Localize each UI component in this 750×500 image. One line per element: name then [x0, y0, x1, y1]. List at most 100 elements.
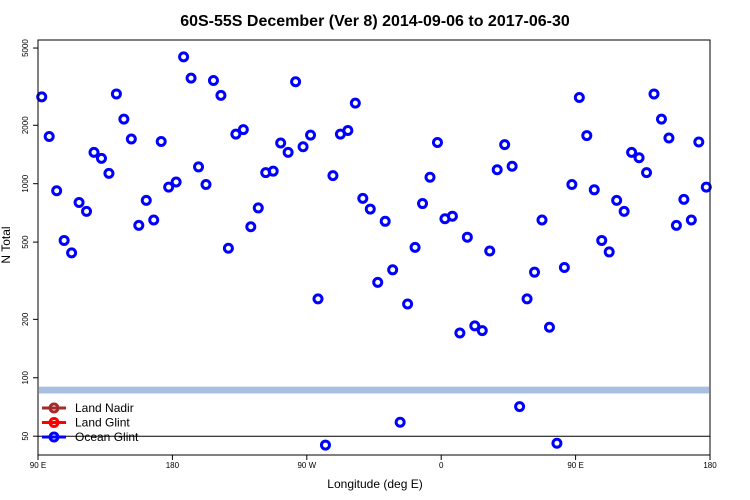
data-point — [469, 320, 481, 332]
data-point — [402, 298, 414, 310]
data-point — [140, 194, 152, 206]
data-point — [558, 261, 570, 273]
band-layer — [39, 386, 709, 394]
data-point — [88, 146, 100, 158]
x-tick-label: 0 — [439, 461, 444, 470]
data-point — [461, 231, 473, 243]
data-point — [364, 203, 376, 215]
data-point — [185, 72, 197, 84]
data-point — [51, 185, 63, 197]
data-point — [655, 113, 667, 125]
legend-marker — [48, 417, 60, 428]
data-point — [357, 192, 369, 204]
data-point — [193, 161, 205, 173]
plot-frame — [37, 39, 711, 456]
data-point — [327, 170, 339, 182]
data-point — [245, 221, 257, 233]
y-tick-label: 1000 — [21, 174, 30, 192]
data-point — [521, 293, 533, 305]
data-point — [215, 89, 227, 101]
legend-marker — [48, 402, 60, 414]
data-point — [476, 325, 488, 337]
data-point — [633, 152, 645, 164]
data-point — [133, 219, 145, 231]
data-point — [118, 113, 130, 125]
data-point — [618, 205, 630, 217]
legend-label: Ocean Glint — [75, 430, 139, 444]
data-point — [349, 97, 361, 109]
x-axis-label: Longitude (deg E) — [327, 477, 422, 491]
data-point — [514, 401, 526, 413]
data-point — [200, 179, 212, 191]
x-tick-label: 90 W — [297, 461, 316, 470]
data-point — [424, 171, 436, 183]
chart-title: 60S-55S December (Ver 8) 2014-09-06 to 2… — [180, 13, 570, 30]
data-point — [551, 437, 563, 449]
data-point — [700, 181, 712, 193]
data-point — [125, 133, 137, 145]
shaded-band — [39, 386, 709, 394]
data-point — [484, 245, 496, 257]
data-point — [491, 164, 503, 176]
data-point — [581, 130, 593, 142]
y-ticks: 50 100 200 500 1000 2000 5000 — [21, 39, 38, 441]
legend-marker — [48, 431, 60, 443]
data-point — [222, 242, 234, 254]
y-tick-label: 500 — [21, 235, 30, 249]
data-point — [207, 75, 219, 87]
data-point — [573, 92, 585, 104]
x-tick-label: 90 E — [567, 461, 583, 470]
data-point — [237, 124, 249, 136]
data-point — [319, 439, 331, 451]
data-point — [267, 165, 279, 177]
data-point — [342, 124, 354, 136]
x-tick-label: 90 E — [30, 461, 46, 470]
data-point — [506, 160, 518, 172]
data-point — [596, 234, 608, 246]
y-axis-label: N Total — [0, 226, 13, 263]
data-point — [431, 137, 443, 149]
data-point — [566, 179, 578, 191]
data-point — [641, 167, 653, 179]
data-point — [43, 131, 55, 143]
data-point — [409, 241, 421, 253]
data-point — [73, 196, 85, 208]
data-point — [454, 327, 466, 339]
data-point — [155, 135, 167, 147]
data-point — [626, 146, 638, 158]
data-point — [417, 198, 429, 210]
data-point — [372, 276, 384, 288]
data-point — [603, 246, 615, 258]
data-point — [297, 141, 309, 153]
data-point — [536, 214, 548, 226]
data-points — [36, 51, 712, 451]
y-tick-label: 50 — [21, 431, 30, 440]
data-point — [305, 129, 317, 141]
x-tick-label: 180 — [703, 461, 717, 470]
y-tick-label: 5000 — [21, 39, 30, 57]
data-point — [178, 51, 190, 63]
data-point — [36, 91, 48, 103]
y-tick-label: 100 — [21, 371, 30, 385]
data-point — [103, 167, 115, 179]
data-point — [95, 152, 107, 164]
data-point — [58, 234, 70, 246]
data-point — [648, 88, 660, 100]
data-point — [312, 293, 324, 305]
data-point — [588, 184, 600, 196]
data-point — [670, 219, 682, 231]
y-tick-label: 2000 — [21, 116, 30, 134]
data-point — [543, 321, 555, 333]
data-point — [685, 214, 697, 226]
legend-label: Land Nadir — [75, 401, 134, 415]
legend-label: Land Glint — [75, 416, 130, 430]
data-point — [110, 88, 122, 100]
y-tick-label: 200 — [21, 312, 30, 326]
x-tick-label: 180 — [166, 461, 180, 470]
data-point — [163, 181, 175, 193]
data-point — [81, 205, 93, 217]
data-point — [499, 139, 511, 151]
data-point — [252, 202, 264, 214]
data-point — [611, 194, 623, 206]
data-point — [379, 215, 391, 227]
